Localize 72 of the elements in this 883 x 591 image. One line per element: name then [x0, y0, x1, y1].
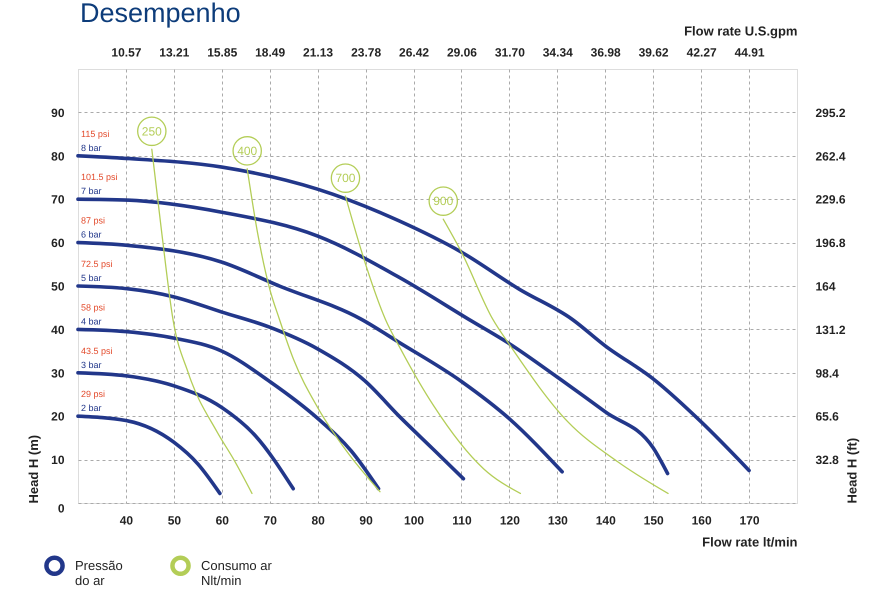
- y2-tick-label: 196.8: [816, 236, 846, 250]
- x-tick-label: 170: [740, 514, 760, 528]
- y-tick-label: 0: [58, 502, 65, 516]
- annotation: 7 bar: [81, 186, 102, 196]
- annotation: 8 bar: [81, 142, 102, 153]
- annotation: 29 psi: [81, 389, 106, 400]
- x2-tick-label: 21.13: [303, 46, 334, 60]
- y2-tick-label: 262.4: [816, 149, 846, 164]
- x2-tick-label: 13.21: [159, 46, 190, 60]
- y2-tick-label: 295.2: [816, 106, 846, 120]
- x-tick-label: 110: [452, 514, 472, 528]
- y-axis-title: Head H (m): [26, 434, 42, 504]
- x2-tick-label: 34.34: [542, 46, 574, 60]
- y2-tick-label: 65.6: [816, 410, 840, 424]
- y2-tick-label: 131.2: [816, 322, 846, 337]
- x2-tick-label: 44.91: [734, 46, 765, 60]
- x2-axis-title: Flow rate U.S.gpm: [684, 24, 798, 38]
- annotation: 101.5 psi: [81, 172, 118, 182]
- x-tick-label: 60: [216, 514, 230, 528]
- x-tick-label: 130: [548, 514, 568, 528]
- y-tick-label: 50: [51, 280, 65, 294]
- annotation: 250: [142, 124, 162, 138]
- annotation: 700: [335, 171, 356, 186]
- y2-tick-label: 32.8: [816, 453, 840, 468]
- x2-tick-label: 36.98: [590, 46, 622, 60]
- x-tick-label: 120: [500, 514, 520, 528]
- y-tick-label: 10: [51, 453, 65, 468]
- annotation: 6 bar: [81, 230, 102, 240]
- y-tick-label: 60: [51, 236, 65, 250]
- annotation: 87 psi: [81, 216, 106, 226]
- x2-tick-label: 15.85: [207, 46, 238, 60]
- annotation: 4 bar: [81, 316, 102, 326]
- legend-label: Consumo ar Nlt/min: [201, 558, 272, 588]
- y-tick-label: 90: [51, 106, 65, 120]
- y-tick-label: 40: [51, 322, 65, 337]
- annotation: 72.5 psi: [81, 259, 113, 269]
- x-tick-label: 160: [692, 514, 712, 528]
- x2-tick-label: 26.42: [399, 46, 430, 60]
- y-tick-label: 20: [51, 410, 65, 424]
- x-tick-label: 80: [311, 514, 326, 528]
- annotation: 900: [433, 194, 454, 208]
- annotation: 2 bar: [81, 403, 102, 414]
- x2-tick-label: 10.57: [111, 46, 142, 60]
- x2-tick-label: 31.70: [494, 46, 526, 60]
- y2-tick-label: 229.6: [816, 192, 846, 207]
- x2-tick-label: 39.62: [638, 46, 669, 60]
- x-tick-label: 40: [120, 514, 134, 528]
- annotation: 400: [237, 144, 258, 158]
- y2-tick-label: 98.4: [816, 366, 840, 380]
- x-axis-title: Flow rate lt/min: [702, 534, 798, 550]
- x2-tick-label: 29.06: [446, 46, 478, 60]
- x2-tick-label: 23.78: [351, 46, 382, 60]
- y-tick-label: 30: [51, 366, 65, 380]
- x-tick-label: 150: [644, 514, 664, 528]
- y-tick-label: 70: [51, 192, 65, 207]
- x2-tick-label: 18.49: [255, 46, 286, 60]
- annotation: 43.5 psi: [81, 346, 113, 356]
- x-tick-label: 140: [596, 514, 616, 528]
- x-tick-label: 70: [264, 514, 278, 528]
- chart-title: Desempenho: [80, 0, 241, 28]
- x2-tick-label: 42.27: [686, 46, 718, 60]
- legend-label: Pressão do ar: [75, 558, 123, 588]
- annotation: 5 bar: [81, 273, 102, 283]
- annotation: 115 psi: [81, 128, 110, 139]
- y2-tick-label: 164: [816, 280, 836, 294]
- x-tick-label: 50: [168, 514, 182, 528]
- y2-axis-title: Head H (ft): [844, 438, 860, 504]
- y-tick-label: 80: [51, 149, 65, 164]
- annotation: 3 bar: [81, 360, 102, 370]
- x-tick-label: 90: [359, 514, 374, 528]
- annotation: 58 psi: [81, 302, 106, 312]
- x-tick-label: 100: [404, 514, 424, 528]
